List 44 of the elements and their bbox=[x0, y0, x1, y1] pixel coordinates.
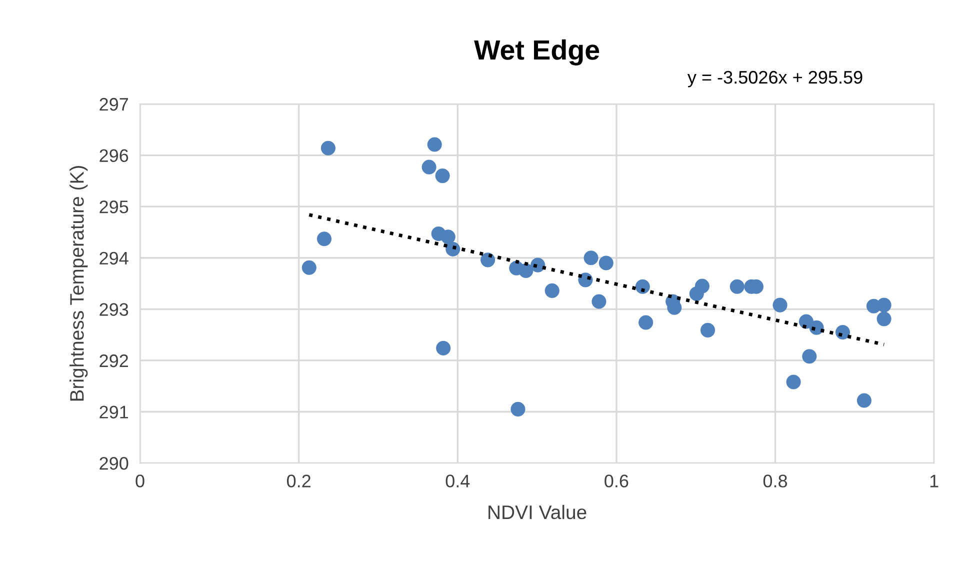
point bbox=[592, 294, 606, 309]
point bbox=[638, 315, 654, 330]
point bbox=[876, 312, 892, 326]
y-tick-label: 292 bbox=[100, 354, 128, 368]
x-tick-label: 0.2 bbox=[286, 474, 310, 488]
chart-title: Wet Edge bbox=[474, 39, 600, 66]
point bbox=[435, 168, 450, 184]
point bbox=[786, 374, 801, 390]
point bbox=[772, 298, 788, 312]
y-tick-label: 293 bbox=[100, 303, 128, 316]
point bbox=[730, 279, 744, 294]
point bbox=[510, 402, 526, 416]
point bbox=[856, 393, 872, 408]
point bbox=[316, 232, 332, 246]
point bbox=[436, 340, 451, 356]
point bbox=[480, 252, 496, 268]
point bbox=[598, 256, 614, 270]
x-tick-label: 0 bbox=[136, 474, 144, 488]
x-axis-title: NDVI Value bbox=[488, 504, 586, 520]
text: y = -3.5026x + 295.59 bbox=[687, 70, 862, 88]
point bbox=[440, 230, 456, 244]
point bbox=[694, 278, 710, 294]
point bbox=[635, 279, 650, 294]
point bbox=[518, 263, 534, 278]
y-tick-label: 296 bbox=[100, 149, 128, 162]
y-tick-label: 295 bbox=[100, 200, 128, 214]
point bbox=[876, 298, 892, 312]
y-tick-label: 291 bbox=[100, 406, 128, 418]
x-tick-label: 1 bbox=[930, 474, 938, 488]
point bbox=[802, 349, 817, 364]
y-tick-label: 290 bbox=[100, 456, 128, 470]
point bbox=[584, 250, 598, 266]
point bbox=[302, 260, 316, 275]
point bbox=[700, 322, 716, 338]
point bbox=[422, 160, 436, 174]
point bbox=[320, 140, 336, 156]
y-tick-label: 297 bbox=[100, 98, 128, 111]
x-tick-label: 0.6 bbox=[604, 474, 628, 488]
x-tick-label: 0.8 bbox=[763, 474, 788, 488]
point bbox=[544, 283, 560, 298]
y-axis-title: Brightness Temperature (K) bbox=[70, 166, 88, 401]
x-tick-label: 0.4 bbox=[446, 474, 470, 488]
y-tick-label: 294 bbox=[100, 252, 128, 265]
point bbox=[427, 137, 442, 152]
